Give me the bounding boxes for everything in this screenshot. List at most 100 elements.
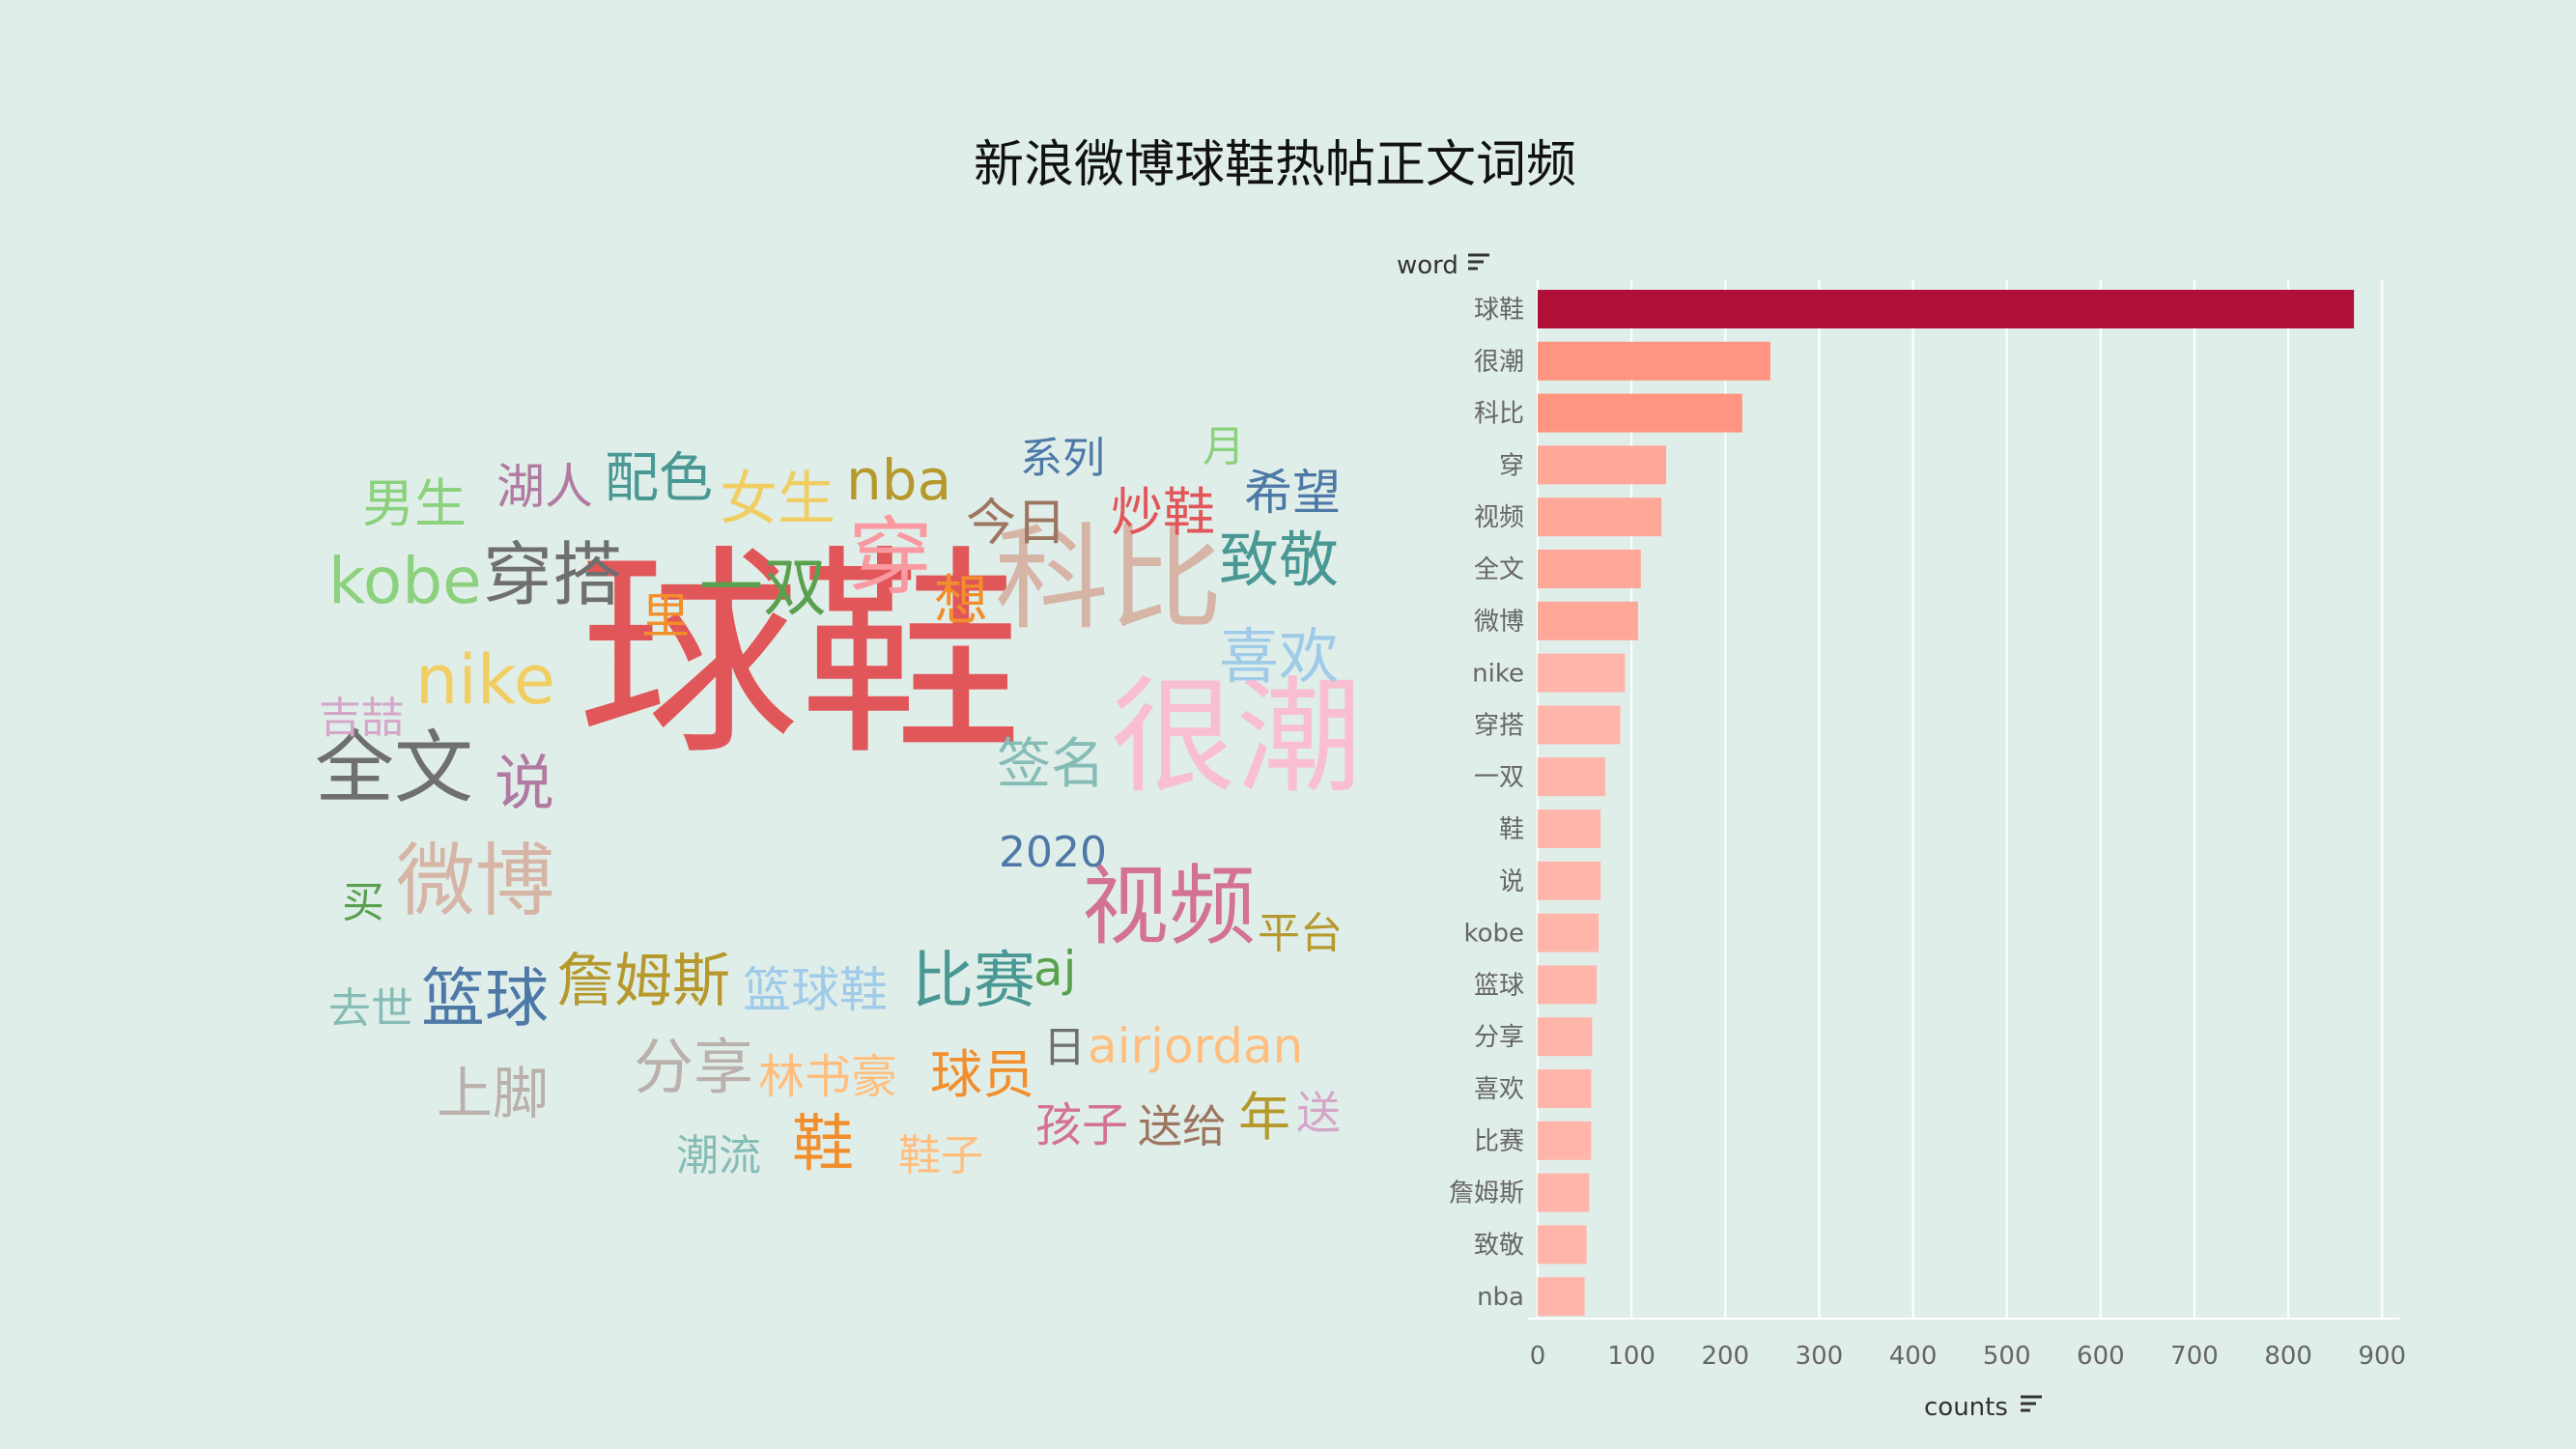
- sort-icon[interactable]: [2021, 1395, 2042, 1412]
- bar: [1538, 861, 1601, 900]
- cloud-word: 今日: [966, 494, 1067, 553]
- y-category-label: kobe: [1463, 920, 1524, 949]
- chart-title: 新浪微博球鞋热帖正文词频: [973, 136, 1576, 194]
- cloud-word: 一双: [699, 550, 827, 625]
- cloud-word: 穿搭: [483, 533, 623, 615]
- cloud-word: 去世: [328, 983, 413, 1034]
- bar: [1538, 601, 1638, 640]
- cloud-word: 签名: [997, 733, 1105, 797]
- cloud-word: aj: [1033, 940, 1077, 997]
- cloud-word: 湖人: [496, 458, 593, 515]
- cloud-word: 视频: [1082, 855, 1256, 957]
- y-category-label: 篮球: [1474, 971, 1524, 1000]
- cloud-word: 致敬: [1219, 525, 1340, 596]
- bar: [1538, 393, 1742, 433]
- y-category-label: 穿: [1499, 451, 1524, 480]
- y-axis-title: word: [1397, 251, 1458, 280]
- cloud-word: 男生: [362, 473, 467, 535]
- cloud-word: 配色: [605, 447, 713, 511]
- cloud-word: 2020: [999, 827, 1107, 877]
- cloud-word: 说: [495, 748, 555, 819]
- y-category-label: 说: [1499, 867, 1524, 896]
- bar: [1538, 653, 1626, 693]
- bar: [1538, 1225, 1587, 1264]
- cloud-word: 篮球: [421, 960, 549, 1036]
- x-tick-label: 700: [2170, 1342, 2219, 1371]
- bar: [1538, 1121, 1592, 1160]
- bar: [1538, 1173, 1590, 1212]
- x-tick-label: 200: [1701, 1342, 1749, 1371]
- cloud-word: 很潮: [1111, 663, 1363, 810]
- y-category-label: 科比: [1474, 400, 1524, 429]
- x-tick-label: 100: [1607, 1342, 1656, 1371]
- cloud-word: 日: [1043, 1022, 1086, 1072]
- cloud-word: 篮球鞋: [743, 961, 888, 1018]
- y-category-label: 比赛: [1474, 1127, 1524, 1156]
- y-category-label: nba: [1477, 1283, 1524, 1312]
- cloud-word: 平台: [1258, 908, 1343, 958]
- y-category-label: 鞋: [1499, 815, 1524, 844]
- bar: [1538, 965, 1598, 1005]
- y-category-label: 球鞋: [1474, 296, 1524, 325]
- cloud-word: 吉喆: [319, 693, 404, 743]
- cloud-word: 炒鞋: [1111, 482, 1215, 544]
- bar: [1538, 1069, 1592, 1108]
- cloud-word: 女生: [720, 466, 835, 533]
- x-tick-label: 500: [1983, 1342, 2031, 1371]
- y-category-label: 一双: [1474, 763, 1524, 792]
- y-category-label: 喜欢: [1474, 1075, 1524, 1104]
- bar: [1538, 290, 2355, 328]
- cloud-word: 想: [934, 570, 988, 634]
- y-category-label: 致敬: [1474, 1231, 1524, 1260]
- y-category-label: 詹姆斯: [1449, 1179, 1524, 1208]
- cloud-word: 希望: [1244, 464, 1341, 521]
- cloud-word: nike: [415, 639, 555, 720]
- y-category-label: nike: [1472, 660, 1524, 689]
- bar: [1538, 705, 1621, 745]
- cloud-word: 孩子: [1035, 1098, 1129, 1153]
- cloud-word: nba: [846, 446, 952, 513]
- cloud-word: 潮流: [676, 1130, 761, 1180]
- bar: [1538, 1277, 1585, 1317]
- bar: [1538, 757, 1605, 797]
- cloud-word: 上脚: [437, 1060, 550, 1126]
- bar: [1538, 497, 1662, 537]
- y-category-label: 视频: [1474, 503, 1524, 532]
- x-tick-label: 0: [1530, 1342, 1546, 1371]
- cloud-word: 全文: [315, 723, 474, 815]
- cloud-word: 买: [342, 877, 384, 927]
- x-tick-label: 800: [2264, 1342, 2312, 1371]
- y-category-label: 穿搭: [1474, 711, 1524, 740]
- sort-icon[interactable]: [1468, 253, 1489, 270]
- x-tick-label: 300: [1796, 1342, 1844, 1371]
- cloud-word: 喜欢: [1219, 621, 1340, 693]
- cloud-word: 送给: [1138, 1099, 1227, 1152]
- bar: [1538, 1017, 1593, 1057]
- cloud-word: 科比: [995, 511, 1224, 645]
- bar: [1538, 810, 1601, 848]
- y-category-label: 很潮: [1474, 348, 1524, 377]
- cloud-word: 月: [1203, 421, 1245, 471]
- cloud-word: 微博: [396, 836, 555, 928]
- cloud-word: airjordan: [1088, 1017, 1304, 1074]
- x-tick-label: 900: [2358, 1342, 2406, 1371]
- cloud-word: 里: [641, 587, 690, 644]
- x-tick-label: 400: [1889, 1342, 1938, 1371]
- cloud-word: 穿: [848, 507, 934, 608]
- cloud-word: 鞋子: [898, 1130, 983, 1180]
- cloud-word: 林书豪: [758, 1050, 898, 1105]
- bar: [1538, 913, 1599, 952]
- cloud-word: 詹姆斯: [556, 948, 730, 1015]
- cloud-word: 年: [1238, 1087, 1290, 1149]
- cloud-word: 球鞋: [578, 526, 1023, 785]
- bar: [1538, 550, 1641, 588]
- cloud-word: 送: [1296, 1086, 1341, 1139]
- y-category-label: 微博: [1474, 608, 1524, 637]
- bar: [1538, 341, 1770, 381]
- y-category-label: 分享: [1474, 1023, 1524, 1052]
- cloud-word: 比赛: [912, 945, 1035, 1017]
- cloud-word: 系列: [1020, 433, 1105, 483]
